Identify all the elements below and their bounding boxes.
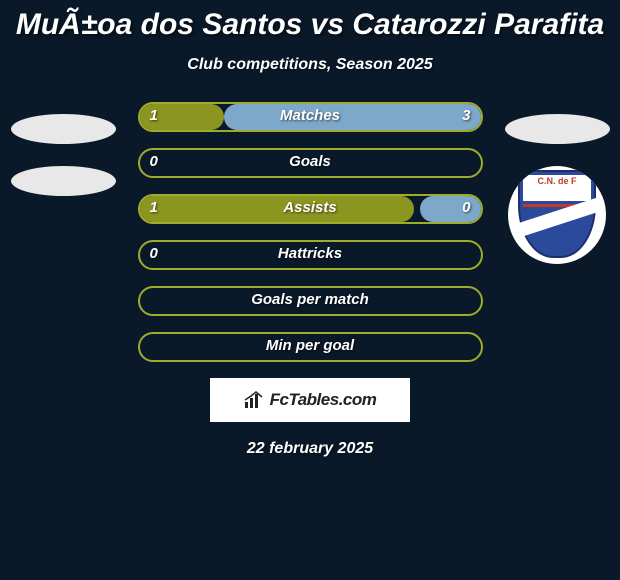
comparison-content: C.N. de F Matches13Goals0Assists10Hattri… (0, 102, 620, 458)
shield-diag-stripe (510, 195, 606, 239)
date-text: 22 february 2025 (0, 440, 620, 458)
right-player-column: C.N. de F (502, 114, 612, 264)
stat-row-hattricks: Hattricks0 (138, 240, 483, 270)
stat-row-matches: Matches1 3 (138, 102, 483, 132)
brand-text: FcTables.com (270, 390, 377, 410)
club-shield: C.N. de F (518, 170, 596, 260)
stat-row-goals: Goals0 (138, 148, 483, 178)
stat-label: Matches (138, 107, 483, 124)
stat-value-right: 0 (462, 199, 470, 216)
stat-value-right: 3 (462, 107, 470, 124)
page-subtitle: Club competitions, Season 2025 (0, 56, 620, 74)
stat-value-left: 1 (150, 199, 158, 216)
stat-label: Assists (138, 199, 483, 216)
right-player-avatar-placeholder (505, 114, 610, 144)
stat-label: Hattricks (138, 245, 483, 262)
stat-label: Min per goal (138, 337, 483, 354)
stat-row-goals-per-match: Goals per match (138, 286, 483, 316)
stat-label: Goals per match (138, 291, 483, 308)
stat-row-assists: Assists1 0 (138, 194, 483, 224)
stat-row-min-per-goal: Min per goal (138, 332, 483, 362)
stat-value-left: 0 (150, 245, 158, 262)
left-player-avatar-placeholder (11, 114, 116, 144)
brand-box: FcTables.com (210, 378, 410, 422)
stats-container: Matches13Goals0Assists10Hattricks0Goals … (138, 102, 483, 362)
right-club-badge: C.N. de F (508, 166, 606, 264)
shield-top-text: C.N. de F (523, 175, 591, 201)
stat-label: Goals (138, 153, 483, 170)
stat-value-left: 1 (150, 107, 158, 124)
left-club-avatar-placeholder (11, 166, 116, 196)
page-title: MuÃ±oa dos Santos vs Catarozzi Parafita (0, 0, 620, 42)
left-player-column (8, 114, 118, 218)
shield-bg: C.N. de F (518, 170, 596, 258)
stat-value-left: 0 (150, 153, 158, 170)
brand-chart-icon (244, 391, 266, 409)
